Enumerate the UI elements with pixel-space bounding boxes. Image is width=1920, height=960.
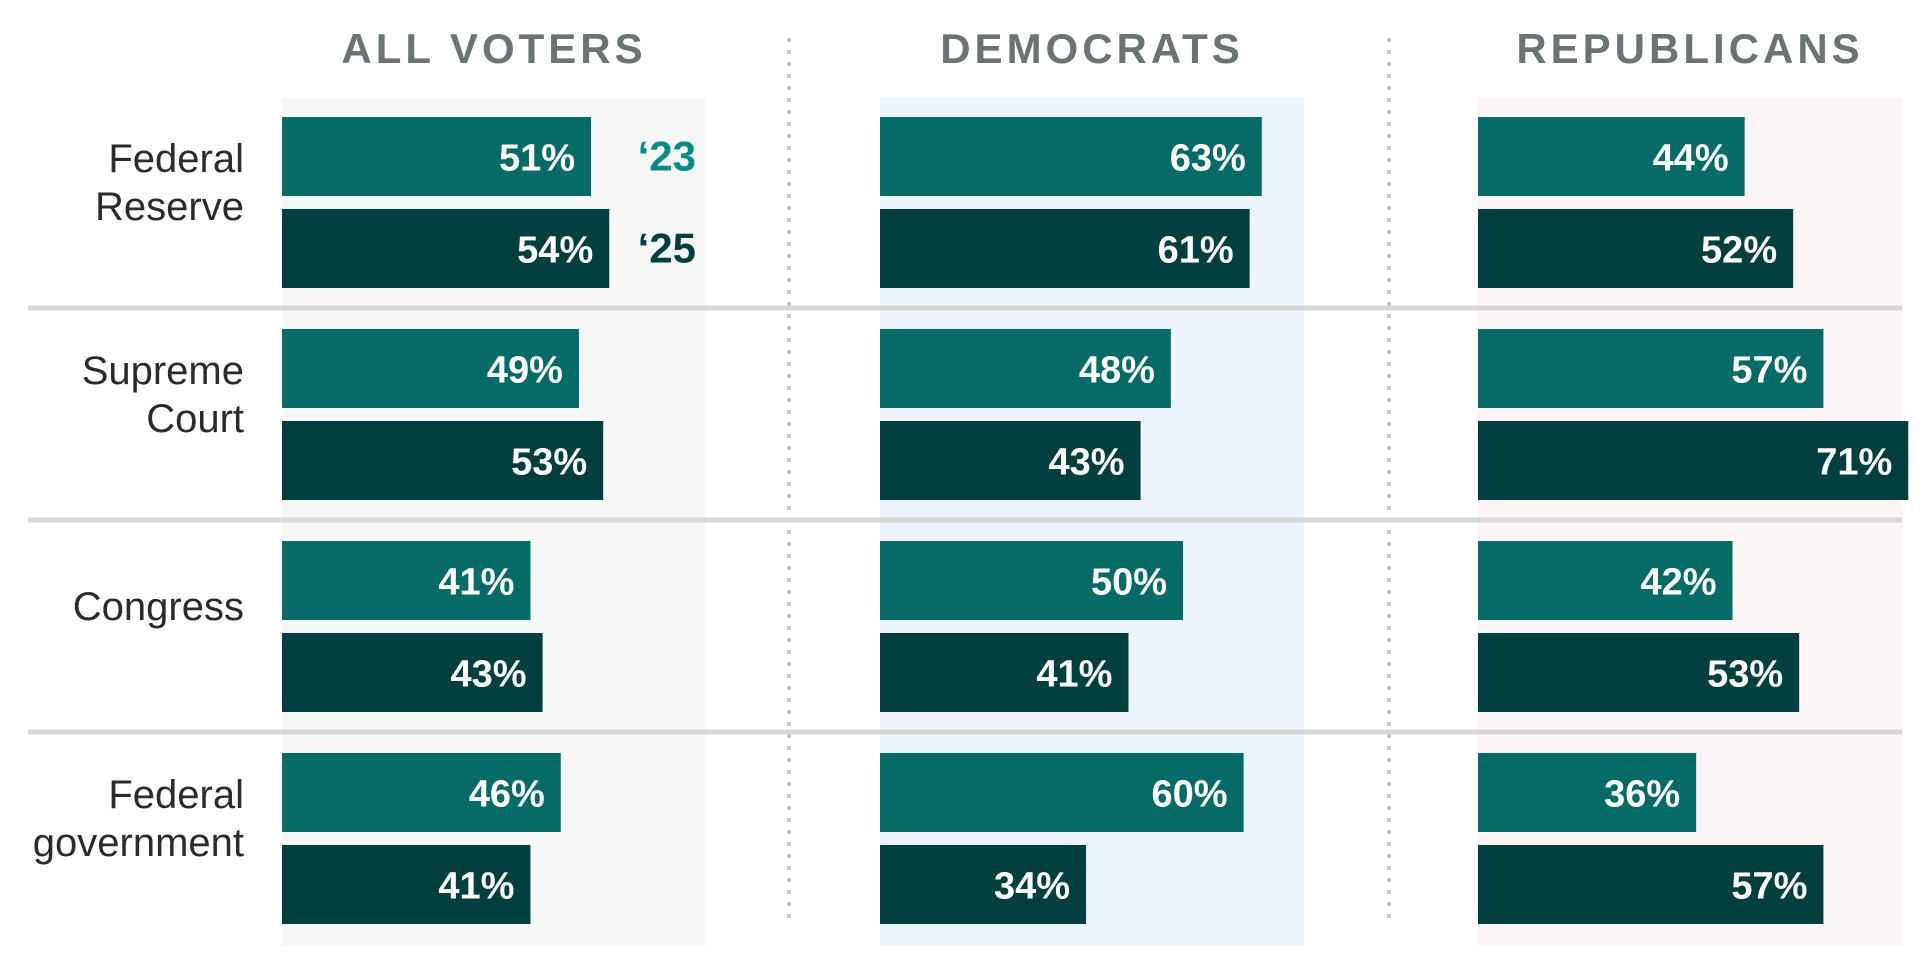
bar-democrats-federal-government-23: [880, 753, 1244, 832]
bar-label-republicans-federal-government-23: 36%: [1604, 774, 1680, 816]
bar-republicans-congress-23: [1478, 541, 1733, 620]
bar-republicans-congress-25: [1478, 633, 1800, 712]
bar-all-voters-federal-government-23: [282, 753, 561, 832]
bar-label-all-voters-congress-23: 41%: [438, 562, 514, 604]
panel-title-republicans: REPUBLICANS: [1516, 25, 1863, 72]
bar-label-all-voters-congress-25: 43%: [451, 654, 527, 696]
category-label-federal-reserve-line-2: Reserve: [95, 185, 244, 229]
bar-label-all-voters-supreme-court-25: 53%: [511, 442, 587, 484]
legend-label-23: ‘23: [638, 133, 696, 180]
bar-label-democrats-federal-reserve-23: 63%: [1170, 138, 1246, 180]
bar-label-republicans-federal-reserve-25: 52%: [1701, 230, 1777, 272]
bar-republicans-supreme-court-23: [1478, 329, 1824, 408]
bar-all-voters-supreme-court-25: [282, 421, 604, 500]
bar-label-democrats-supreme-court-23: 48%: [1079, 350, 1155, 392]
panel-title-all-voters: ALL VOTERS: [341, 25, 646, 72]
bar-label-all-voters-federal-government-25: 41%: [438, 866, 514, 908]
bar-label-democrats-supreme-court-25: 43%: [1049, 442, 1125, 484]
bar-label-democrats-congress-25: 41%: [1036, 654, 1112, 696]
category-label-supreme-court-line-2: Court: [146, 397, 244, 441]
category-label-supreme-court-line-1: Supreme: [82, 349, 244, 393]
bar-label-all-voters-federal-government-23: 46%: [469, 774, 545, 816]
bar-label-democrats-federal-government-23: 60%: [1152, 774, 1228, 816]
bar-all-voters-congress-23: [282, 541, 531, 620]
bar-republicans-federal-reserve-23: [1478, 117, 1745, 196]
bar-label-democrats-federal-reserve-25: 61%: [1158, 230, 1234, 272]
category-labels: FederalReserveSupremeCourtCongressFedera…: [33, 137, 244, 865]
bar-label-democrats-congress-23: 50%: [1091, 562, 1167, 604]
bar-democrats-congress-25: [880, 633, 1129, 712]
bar-label-republicans-congress-23: 42%: [1640, 562, 1716, 604]
bar-all-voters-supreme-court-23: [282, 329, 579, 408]
bar-label-all-voters-federal-reserve-25: 54%: [517, 230, 593, 272]
category-label-congress: Congress: [73, 585, 244, 629]
bar-label-republicans-federal-government-25: 57%: [1731, 866, 1807, 908]
category-label-federal-government-line-2: government: [33, 821, 244, 865]
bar-label-republicans-supreme-court-23: 57%: [1731, 350, 1807, 392]
bar-label-all-voters-federal-reserve-23: 51%: [499, 138, 575, 180]
bar-republicans-federal-government-25: [1478, 845, 1824, 924]
bar-label-republicans-supreme-court-25: 71%: [1816, 442, 1892, 484]
category-label-federal-government-line-1: Federal: [108, 773, 244, 817]
bar-republicans-federal-government-23: [1478, 753, 1697, 832]
category-label-federal-reserve-line-1: Federal: [108, 137, 244, 181]
bar-democrats-congress-23: [880, 541, 1183, 620]
bar-democrats-federal-reserve-25: [880, 209, 1250, 288]
bar-label-republicans-congress-25: 53%: [1707, 654, 1783, 696]
bar-label-republicans-federal-reserve-23: 44%: [1653, 138, 1729, 180]
bar-all-voters-congress-25: [282, 633, 543, 712]
legend-label-25: ‘25: [638, 225, 696, 272]
bar-democrats-supreme-court-23: [880, 329, 1171, 408]
bar-republicans-federal-reserve-25: [1478, 209, 1794, 288]
bar-republicans-supreme-court-25: [1478, 421, 1909, 500]
bar-all-voters-federal-reserve-25: [282, 209, 610, 288]
bar-all-voters-federal-government-25: [282, 845, 531, 924]
bar-all-voters-federal-reserve-23: [282, 117, 592, 196]
bar-democrats-federal-reserve-23: [880, 117, 1262, 196]
dividers: [28, 38, 1902, 922]
bar-democrats-supreme-court-25: [880, 421, 1141, 500]
bars: 51% 54% 49% 53% 41% 43% 46% 41% 63% 61% 48% 43% 50% 4…: [282, 117, 1909, 924]
panel-title-democrats: DEMOCRATS: [940, 25, 1244, 72]
bar-label-all-voters-supreme-court-23: 49%: [487, 350, 563, 392]
bar-democrats-federal-government-25: [880, 845, 1087, 924]
panel-titles: ALL VOTERS DEMOCRATS REPUBLICANS: [341, 25, 1863, 72]
legend: ‘23 ‘25: [638, 133, 696, 272]
bar-label-democrats-federal-government-25: 34%: [994, 866, 1070, 908]
